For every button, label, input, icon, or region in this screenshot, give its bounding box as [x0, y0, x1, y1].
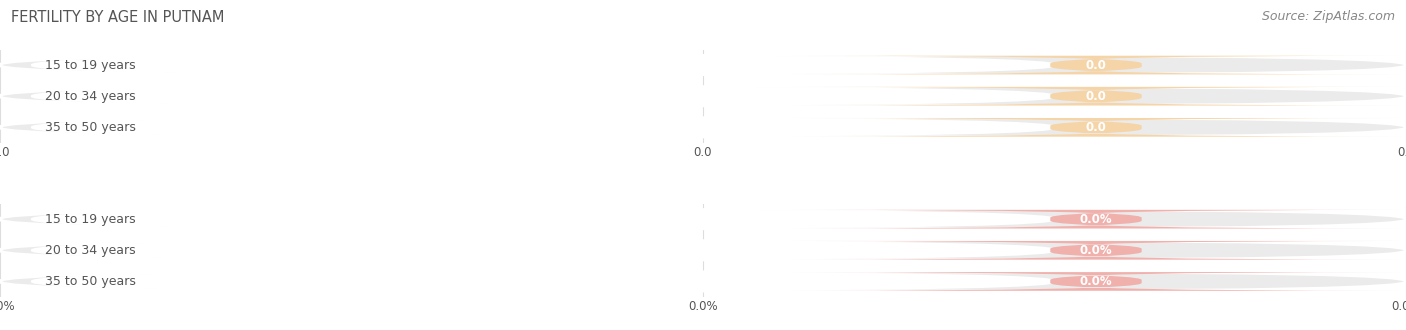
FancyBboxPatch shape	[0, 118, 1406, 137]
Text: FERTILITY BY AGE IN PUTNAM: FERTILITY BY AGE IN PUTNAM	[11, 10, 225, 25]
Text: 0.0: 0.0	[1085, 58, 1107, 72]
Text: 15 to 19 years: 15 to 19 years	[45, 58, 135, 72]
FancyBboxPatch shape	[790, 241, 1402, 260]
FancyBboxPatch shape	[31, 56, 1057, 74]
Text: 35 to 50 years: 35 to 50 years	[45, 121, 136, 134]
FancyBboxPatch shape	[790, 272, 1402, 291]
FancyBboxPatch shape	[0, 210, 1406, 229]
Text: 20 to 34 years: 20 to 34 years	[45, 244, 135, 257]
Text: 15 to 19 years: 15 to 19 years	[45, 213, 135, 226]
FancyBboxPatch shape	[790, 87, 1402, 106]
Text: 0.0: 0.0	[1085, 121, 1107, 134]
FancyBboxPatch shape	[31, 241, 1057, 260]
FancyBboxPatch shape	[790, 210, 1402, 228]
FancyBboxPatch shape	[790, 118, 1402, 137]
FancyBboxPatch shape	[790, 56, 1402, 74]
FancyBboxPatch shape	[31, 118, 1057, 137]
FancyBboxPatch shape	[0, 55, 1406, 75]
Text: Source: ZipAtlas.com: Source: ZipAtlas.com	[1261, 10, 1395, 23]
FancyBboxPatch shape	[0, 272, 1406, 291]
FancyBboxPatch shape	[31, 210, 1057, 228]
Text: 35 to 50 years: 35 to 50 years	[45, 275, 136, 288]
Text: 0.0%: 0.0%	[1080, 213, 1112, 226]
Text: 0.0%: 0.0%	[1080, 244, 1112, 257]
Text: 0.0%: 0.0%	[1080, 275, 1112, 288]
FancyBboxPatch shape	[0, 241, 1406, 260]
FancyBboxPatch shape	[31, 272, 1057, 291]
FancyBboxPatch shape	[31, 87, 1057, 106]
Text: 0.0: 0.0	[1085, 90, 1107, 103]
Text: 20 to 34 years: 20 to 34 years	[45, 90, 135, 103]
FancyBboxPatch shape	[0, 86, 1406, 106]
